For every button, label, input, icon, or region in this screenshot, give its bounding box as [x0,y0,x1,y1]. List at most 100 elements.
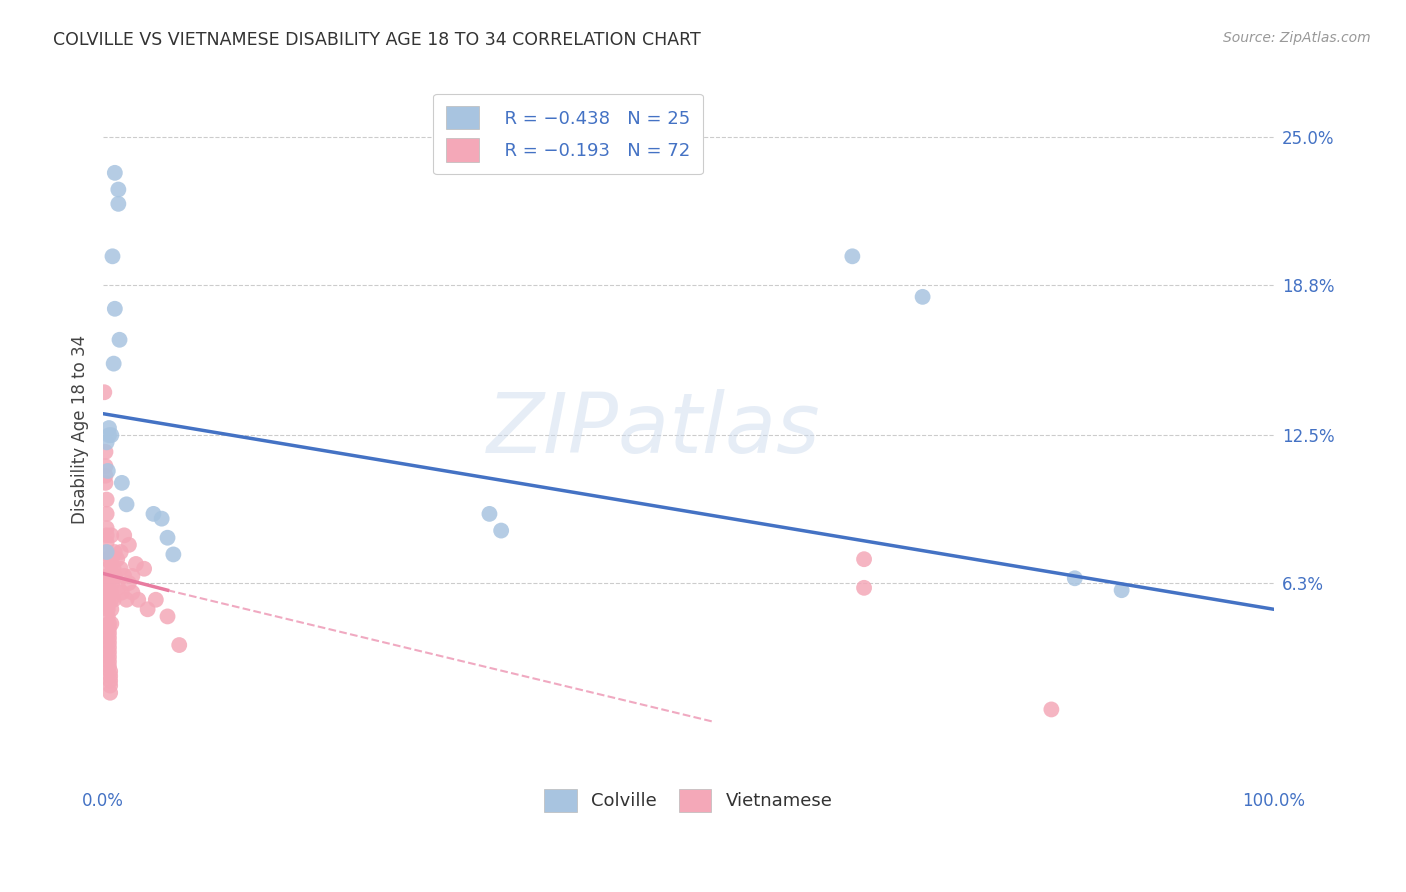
Point [98,626,121,640]
Point [1111,583,1133,598]
Point [97,581,120,595]
Point [104,166,127,180]
Point [911,290,934,304]
Point [162,548,184,562]
Text: Source: ZipAtlas.com: Source: ZipAtlas.com [1223,31,1371,45]
Point [101,549,124,564]
Point [121,585,143,599]
Point [142,507,165,521]
Point [96,507,118,521]
Point [841,249,863,263]
Point [145,592,167,607]
Point [136,602,159,616]
Point [94,475,117,490]
Point [118,576,141,591]
Point [100,602,122,616]
Point [150,511,173,525]
Point [98,621,121,635]
Point [100,616,122,631]
Point [103,562,125,576]
Point [98,686,121,700]
Point [97,574,120,588]
Point [98,645,121,659]
Point [93,385,115,400]
Point [97,609,120,624]
Point [98,583,121,598]
Point [97,598,120,612]
Point [118,538,141,552]
Point [115,592,138,607]
Point [98,655,121,669]
Point [110,562,132,576]
Point [103,592,125,607]
Point [100,585,122,599]
Y-axis label: Disability Age 18 to 34: Disability Age 18 to 34 [72,334,89,524]
Point [125,557,148,571]
Point [104,301,127,316]
Point [1063,571,1085,585]
Point [127,592,149,607]
Point [96,521,118,535]
Point [97,562,120,576]
Point [98,631,121,645]
Point [94,468,117,483]
Point [98,665,121,679]
Point [1040,702,1063,716]
Point [96,492,118,507]
Point [156,531,179,545]
Point [112,528,135,542]
Point [853,552,876,566]
Point [108,333,131,347]
Point [97,464,120,478]
Point [100,592,122,607]
Point [110,545,132,559]
Point [96,545,118,559]
Point [97,602,120,616]
Point [156,609,179,624]
Point [103,357,125,371]
Point [101,249,124,263]
Point [97,592,120,607]
Point [98,616,121,631]
Point [97,569,120,583]
Point [98,659,121,673]
Point [107,581,129,595]
Point [98,673,121,688]
Point [98,428,121,442]
Point [94,445,117,459]
Point [105,552,128,566]
Point [853,581,876,595]
Point [107,182,129,196]
Point [98,569,121,583]
Point [101,576,124,591]
Point [98,669,121,683]
Point [111,475,134,490]
Point [478,507,501,521]
Text: COLVILLE VS VIETNAMESE DISABILITY AGE 18 TO 34 CORRELATION CHART: COLVILLE VS VIETNAMESE DISABILITY AGE 18… [53,31,702,49]
Point [98,549,121,564]
Point [104,569,127,583]
Text: ZIPatlas: ZIPatlas [486,389,820,470]
Point [97,588,120,602]
Point [94,459,117,474]
Point [100,528,122,542]
Point [132,562,155,576]
Point [167,638,190,652]
Point [96,552,118,566]
Legend: Colville, Vietnamese: Colville, Vietnamese [531,776,845,825]
Point [100,428,122,442]
Point [489,524,512,538]
Point [96,435,118,450]
Point [96,535,118,549]
Point [98,679,121,693]
Point [121,569,143,583]
Point [115,497,138,511]
Point [112,569,135,583]
Point [96,545,118,559]
Point [107,197,129,211]
Point [111,585,134,599]
Point [104,545,127,559]
Point [98,650,121,665]
Point [98,421,121,435]
Point [100,557,122,571]
